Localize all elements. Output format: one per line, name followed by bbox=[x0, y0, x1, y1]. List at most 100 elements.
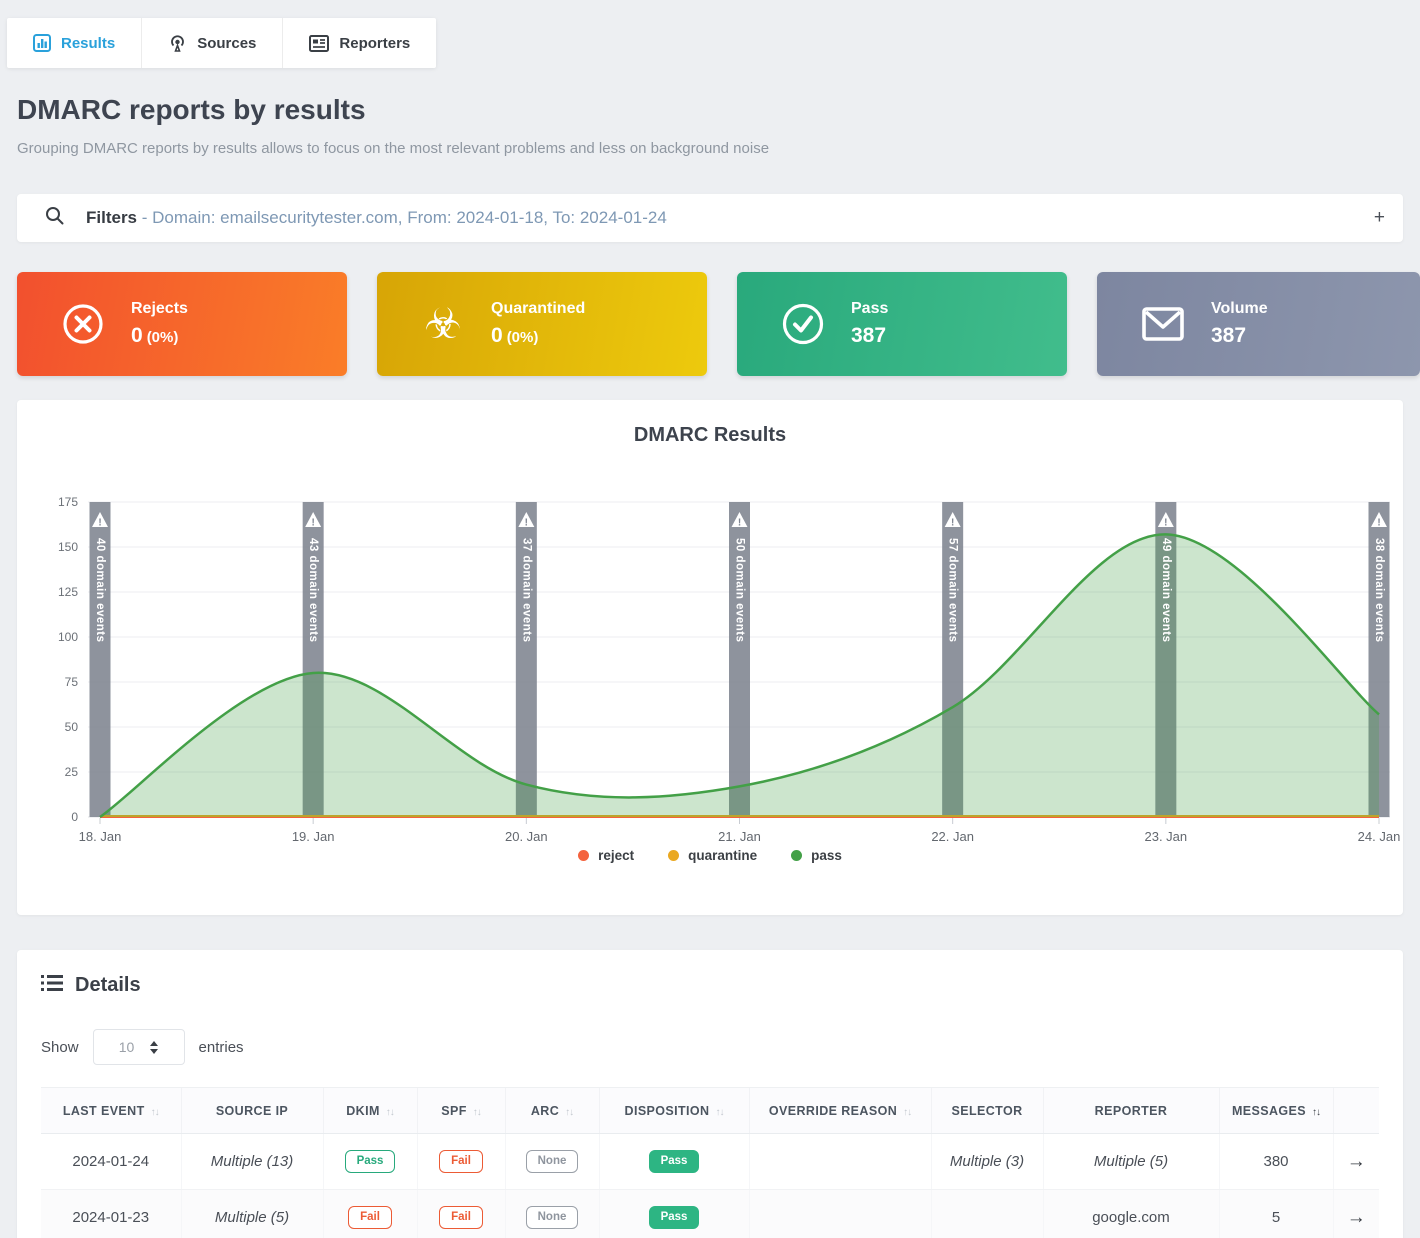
card-percentage: (0%) bbox=[506, 329, 539, 346]
expand-filters-icon[interactable]: + bbox=[1373, 207, 1385, 228]
domain-events-label: 38 domain events bbox=[1373, 538, 1385, 643]
cell-spf: Fail bbox=[416, 1189, 505, 1238]
x-axis-tick: 20. Jan bbox=[505, 829, 548, 844]
tab-bar: Results Sources Reporters bbox=[7, 18, 437, 68]
y-axis-tick: 125 bbox=[58, 585, 78, 599]
y-axis-tick: 50 bbox=[65, 720, 79, 734]
domain-events-label: 40 domain events bbox=[94, 538, 106, 643]
warning-icon bbox=[518, 512, 535, 527]
column-header-last_event[interactable]: LAST EVENT ↑↓ bbox=[41, 1087, 181, 1134]
column-label: OVERRIDE REASON bbox=[768, 1103, 898, 1118]
details-panel: Details Show 10 entries LAST EVENT ↑↓ SOUR… bbox=[17, 950, 1403, 1238]
column-label: DISPOSITION bbox=[624, 1103, 710, 1118]
card-label: Rejects bbox=[131, 300, 188, 317]
x-axis-tick: 24. Jan bbox=[1358, 829, 1401, 844]
row-details-arrow-button[interactable]: → bbox=[1346, 1206, 1366, 1228]
cell-selector bbox=[930, 1189, 1043, 1238]
cell-source_ip: Multiple (5) bbox=[180, 1189, 323, 1238]
domain-events-label: 57 domain events bbox=[947, 538, 959, 643]
domain-events-bar bbox=[89, 502, 111, 817]
arc-badge: None bbox=[525, 1205, 579, 1230]
tab-results[interactable]: Results bbox=[7, 18, 143, 68]
warning-icon bbox=[944, 512, 961, 527]
svg-text:!: ! bbox=[951, 518, 954, 529]
cell-selector: Multiple (3) bbox=[930, 1133, 1043, 1190]
sort-icon: ↑↓ bbox=[150, 1106, 160, 1118]
column-header-override_reason[interactable]: OVERRIDE REASON ↑↓ bbox=[748, 1087, 931, 1134]
cell-arc: None bbox=[504, 1189, 599, 1238]
table-row: 2024-01-24 Multiple (13) Pass Fail None Pass M… bbox=[41, 1133, 1379, 1190]
domain-events-label: 37 domain events bbox=[520, 538, 532, 643]
cell-action: → bbox=[1332, 1133, 1379, 1190]
filters-bar[interactable]: Filters - Domain: emailsecuritytester.co… bbox=[17, 194, 1403, 242]
chart-title: DMARC Results bbox=[633, 424, 787, 446]
domain-events-label: 43 domain events bbox=[307, 538, 319, 643]
svg-text:!: ! bbox=[525, 518, 528, 529]
stat-card-rejects: Rejects 0 (0%) bbox=[17, 272, 347, 376]
filters-criteria: - Domain: emailsecuritytester.com, From:… bbox=[141, 208, 667, 227]
podcast-icon bbox=[168, 34, 187, 53]
card-value: 0 bbox=[491, 324, 503, 347]
dmarc-results-chart: 0 25 50 75 100 125 150 175! 40 domain events! 43 … bbox=[58, 495, 1401, 844]
table-row: 2024-01-23 Multiple (5) Fail Fail None Pass go… bbox=[41, 1189, 1379, 1238]
column-header-actions bbox=[1332, 1087, 1379, 1134]
sort-icon: ↑↓ bbox=[1312, 1106, 1321, 1118]
domain-events-bar bbox=[1155, 502, 1177, 817]
card-percentage: (0%) bbox=[146, 329, 179, 346]
cell-reporter: Multiple (5) bbox=[1042, 1133, 1219, 1190]
envelope-icon bbox=[1141, 302, 1185, 346]
column-label: SELECTOR bbox=[951, 1103, 1023, 1118]
spf-badge: Fail bbox=[439, 1205, 483, 1230]
column-header-arc[interactable]: ARC ↑↓ bbox=[504, 1087, 599, 1134]
column-header-disposition[interactable]: DISPOSITION ↑↓ bbox=[598, 1087, 749, 1134]
column-header-messages[interactable]: MESSAGES ↑↓ bbox=[1218, 1087, 1333, 1134]
column-header-reporter: REPORTER bbox=[1042, 1087, 1219, 1134]
column-header-spf[interactable]: SPF ↑↓ bbox=[416, 1087, 505, 1134]
card-value: 387 bbox=[851, 324, 887, 347]
column-header-dkim[interactable]: DKIM ↑↓ bbox=[322, 1087, 417, 1134]
page-size-select[interactable]: 10 bbox=[92, 1029, 185, 1065]
arc-badge: None bbox=[525, 1149, 579, 1174]
legend-item-pass[interactable]: pass bbox=[791, 848, 842, 863]
card-label: Quarantined bbox=[491, 300, 586, 317]
chart-legend: reject quarantine pass bbox=[17, 848, 1403, 863]
domain-events-bar bbox=[515, 502, 537, 817]
y-axis-tick: 175 bbox=[58, 495, 78, 509]
column-label: ARC bbox=[530, 1103, 560, 1118]
cell-source_ip: Multiple (13) bbox=[180, 1133, 323, 1190]
select-arrows-icon bbox=[150, 1040, 159, 1054]
entries-label: entries bbox=[198, 1038, 244, 1056]
domain-events-label: 50 domain events bbox=[734, 538, 746, 643]
legend-item-reject[interactable]: reject bbox=[578, 848, 634, 863]
cell-arc: None bbox=[504, 1133, 599, 1190]
domain-events-bar bbox=[942, 502, 964, 817]
tab-sources[interactable]: Sources bbox=[142, 18, 284, 68]
disposition-badge: Pass bbox=[648, 1205, 700, 1230]
tab-reporters[interactable]: Reporters bbox=[283, 18, 436, 68]
svg-text:!: ! bbox=[98, 518, 101, 529]
pass-series-line bbox=[99, 533, 1380, 819]
cell-action: → bbox=[1332, 1189, 1379, 1238]
check-circle-icon bbox=[781, 302, 825, 346]
details-table: LAST EVENT ↑↓ SOURCE IP DKIM ↑↓ SPF ↑↓ ARC ↑↓ DIS… bbox=[41, 1087, 1379, 1238]
cell-messages: 5 bbox=[1218, 1189, 1333, 1238]
column-label: LAST EVENT bbox=[62, 1103, 145, 1118]
cell-reporter: google.com bbox=[1042, 1189, 1219, 1238]
legend-dot bbox=[668, 850, 680, 861]
column-label: SPF bbox=[441, 1103, 467, 1118]
column-label: SOURCE IP bbox=[215, 1103, 289, 1118]
page-title: DMARC reports by results bbox=[17, 94, 366, 125]
sort-icon: ↑↓ bbox=[903, 1106, 912, 1118]
legend-dot bbox=[578, 850, 590, 861]
sort-icon: ↑↓ bbox=[472, 1106, 482, 1118]
column-header-selector: SELECTOR bbox=[930, 1087, 1043, 1134]
x-axis-tick: 23. Jan bbox=[1145, 829, 1188, 844]
cell-disposition: Pass bbox=[598, 1133, 749, 1190]
column-label: REPORTER bbox=[1094, 1103, 1168, 1118]
page-size-value: 10 bbox=[118, 1039, 135, 1055]
legend-item-quarantine[interactable]: quarantine bbox=[668, 848, 757, 863]
svg-text:!: ! bbox=[738, 518, 741, 529]
row-details-arrow-button[interactable]: → bbox=[1346, 1150, 1366, 1172]
spf-badge: Fail bbox=[439, 1149, 483, 1174]
newspaper-icon bbox=[309, 34, 330, 52]
